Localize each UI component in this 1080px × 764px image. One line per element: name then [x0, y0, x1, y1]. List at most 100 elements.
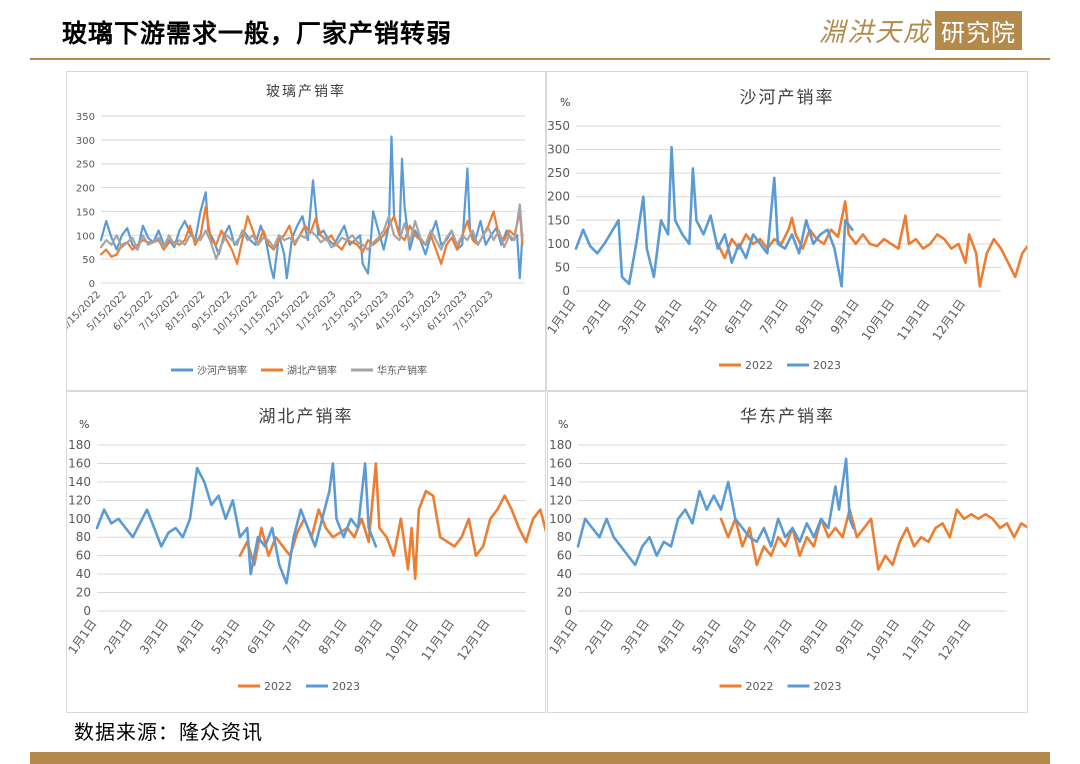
chart-shahe-sales-ratio: 沙河产销率% 0 50 100 150 200 250 300 350 1月1日 2月1日 3月1日 4… — [547, 88, 1027, 372]
series-line-2023 — [95, 462, 378, 585]
chart-title: 湖北产销率 — [259, 407, 354, 427]
legend-label: 2022 — [746, 680, 774, 693]
x-tick-label: 2月1日 — [582, 617, 616, 657]
legend-label: 华东产销率 — [377, 364, 427, 377]
x-tick-label: 2月1日 — [101, 617, 135, 657]
y-tick-label: 150 — [76, 207, 95, 218]
y-tick-label: 200 — [76, 184, 95, 195]
legend-label: 2023 — [332, 680, 360, 693]
page-title: 玻璃下游需求一般，厂家产销转弱 — [62, 19, 453, 48]
chart-panel-hubei: 湖北产销率% 0 20 40 60 80 100 120 140 160 180 1月1日 2月1日 3月… — [66, 391, 546, 713]
x-tick-label: 7月1日 — [757, 297, 791, 337]
x-tick-label: 8月1日 — [797, 617, 831, 657]
y-tick-label: 20 — [557, 586, 572, 600]
series-line-沙河产销率 — [99, 135, 524, 280]
y-tick-label: 60 — [557, 549, 572, 563]
y-tick-label: 0 — [562, 284, 570, 298]
x-tick-label: 10月1日 — [859, 297, 897, 343]
x-tick-label: 3月1日 — [615, 297, 649, 337]
chart-glass-sales-ratio: 玻璃产销率0501001502002503003504/15/20225/15/… — [67, 83, 525, 377]
chart-title: 玻璃产销率 — [266, 83, 346, 100]
y-tick-label: 100 — [76, 231, 95, 242]
series-line-2022 — [719, 508, 1027, 571]
y-tick-label: 300 — [547, 143, 570, 157]
x-tick-label: 12月1日 — [454, 617, 492, 663]
y-tick-label: 250 — [76, 160, 95, 171]
legend-label: 沙河产销率 — [197, 364, 247, 377]
chart-title: 沙河产销率 — [740, 88, 835, 108]
legend-item: 2023 — [787, 359, 841, 372]
brand-logo: 淵洪天成 研究院 — [819, 10, 1022, 50]
y-tick-label: 140 — [549, 475, 572, 489]
series-line-2022 — [238, 462, 545, 580]
chart-huadong-sales-ratio: 华东产销率% 0 20 40 60 80 100 120 140 160 180 1月1日 2月1日 3月… — [548, 407, 1027, 693]
x-tick-label: 10月1日 — [864, 617, 902, 663]
x-tick-label: 8月1日 — [792, 297, 826, 337]
y-tick-label: 160 — [68, 456, 91, 470]
legend-item: 华东产销率 — [351, 364, 427, 377]
footer-bar — [30, 752, 1050, 764]
series-line-华东产销率 — [99, 203, 524, 261]
y-tick-label: 160 — [549, 456, 572, 470]
y-tick-label: 40 — [557, 567, 572, 581]
x-tick-label: 12月1日 — [930, 297, 968, 343]
series-line-2023 — [576, 457, 855, 567]
x-tick-label: 1月1日 — [547, 297, 578, 337]
x-tick-label: 10月1日 — [383, 617, 421, 663]
legend-label: 2023 — [814, 680, 842, 693]
legend-label: 湖北产销率 — [287, 364, 337, 377]
x-tick-label: 11月1日 — [419, 617, 457, 663]
x-tick-label: 3月1日 — [618, 617, 652, 657]
x-tick-label: 6月1日 — [725, 617, 759, 657]
brand-text: 淵洪天成 — [818, 17, 931, 48]
y-tick-label: 350 — [547, 119, 570, 133]
y-tick-label: 200 — [547, 190, 570, 204]
x-tick-label: 5月1日 — [208, 617, 242, 657]
x-tick-label: 11月1日 — [894, 297, 932, 343]
y-tick-label: 60 — [76, 549, 91, 563]
chart-title: 华东产销率 — [740, 407, 835, 427]
legend-item: 2023 — [787, 680, 842, 693]
y-tick-label: 40 — [76, 567, 91, 581]
y-axis-unit: % — [558, 418, 568, 431]
chart-hubei-sales-ratio: 湖北产销率% 0 20 40 60 80 100 120 140 160 180 1月1日 2月1日 3月… — [67, 407, 545, 693]
x-tick-label: 4月1日 — [651, 297, 685, 337]
chart-panel-shahe: 沙河产销率% 0 50 100 150 200 250 300 350 1月1日 2月1日 3月1日 4… — [546, 71, 1028, 391]
y-tick-label: 50 — [555, 260, 570, 274]
x-tick-label: 9月1日 — [832, 617, 866, 657]
y-tick-label: 0 — [89, 279, 95, 290]
legend-label: 2023 — [813, 359, 841, 372]
x-tick-label: 9月1日 — [828, 297, 862, 337]
y-tick-label: 120 — [68, 493, 91, 507]
y-tick-label: 20 — [76, 586, 91, 600]
x-tick-label: 1月1日 — [548, 617, 580, 657]
legend-label: 2022 — [745, 359, 773, 372]
x-tick-label: 5月1日 — [686, 297, 720, 337]
y-tick-label: 140 — [68, 475, 91, 489]
x-tick-label: 4月1日 — [173, 617, 207, 657]
y-tick-label: 100 — [68, 512, 91, 526]
y-tick-label: 80 — [557, 530, 572, 544]
legend-item: 湖北产销率 — [261, 364, 337, 377]
legend-item: 2022 — [719, 680, 774, 693]
y-axis-unit: % — [79, 418, 89, 431]
brand-box: 研究院 — [935, 10, 1022, 50]
y-tick-label: 300 — [76, 136, 95, 147]
chart-panel-huadong: 华东产销率% 0 20 40 60 80 100 120 140 160 180 1月1日 2月1日 3月… — [547, 391, 1028, 713]
y-tick-label: 100 — [547, 237, 570, 251]
x-tick-label: 8月1日 — [316, 617, 350, 657]
title-rule — [30, 58, 1050, 60]
y-tick-label: 150 — [547, 213, 570, 227]
series-line-湖北产销率 — [99, 205, 524, 265]
x-tick-label: 11月1日 — [900, 617, 938, 663]
x-tick-label: 1月1日 — [67, 617, 99, 657]
x-tick-label: 12月1日 — [935, 617, 973, 663]
y-tick-label: 100 — [549, 512, 572, 526]
x-tick-label: 5月1日 — [689, 617, 723, 657]
y-tick-label: 80 — [76, 530, 91, 544]
series-line-2022 — [716, 200, 1027, 288]
y-tick-label: 250 — [547, 166, 570, 180]
y-tick-label: 0 — [83, 604, 91, 618]
x-tick-label: 2月1日 — [580, 297, 614, 337]
x-tick-label: 7月1日 — [761, 617, 795, 657]
